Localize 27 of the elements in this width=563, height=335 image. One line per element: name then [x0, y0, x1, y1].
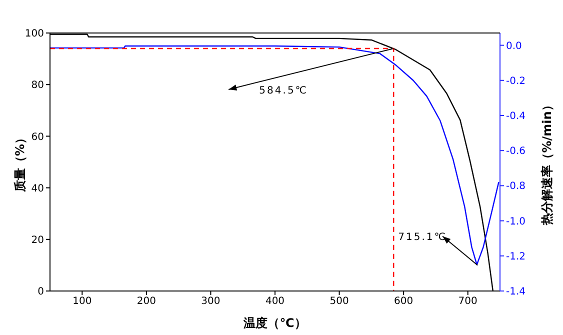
y-tick-label: 20 — [31, 234, 44, 246]
y-tick-label: 100 — [24, 28, 44, 40]
y2-tick-label: -0.8 — [506, 181, 526, 192]
x-tick-label: 700 — [458, 296, 478, 308]
y2-axis-title: 热分解速率（%/min） — [540, 99, 554, 226]
x-tick-label: 200 — [136, 296, 156, 308]
annotation: 715.1℃ — [398, 232, 447, 244]
y-tick-label: 0 — [38, 286, 44, 298]
y-tick-label: 80 — [31, 80, 44, 92]
x-tick-label: 600 — [394, 296, 414, 308]
y-axis-title: 质量（%） — [13, 132, 27, 194]
x-tick-label: 400 — [265, 296, 285, 308]
x-tick-label: 100 — [72, 296, 92, 308]
x-tick-label: 500 — [330, 296, 349, 308]
x-tick-label: 300 — [201, 296, 220, 308]
y2-tick-label: -0.6 — [506, 146, 526, 158]
y2-tick-label: -1.2 — [506, 251, 526, 262]
annotation: 584.5℃ — [259, 85, 308, 96]
x-axis-title: 温度（℃） — [242, 316, 306, 330]
y2-tick-label: -0.2 — [506, 76, 526, 87]
line-series — [50, 45, 500, 266]
y-tick-label: 60 — [31, 132, 44, 143]
y2-tick-label: -1.4 — [506, 286, 526, 298]
y2-tick-label: -0.4 — [506, 111, 526, 122]
y2-tick-label: -1.0 — [506, 216, 526, 228]
y2-tick-label: 0.0 — [506, 40, 522, 52]
y-tick-label: 40 — [31, 183, 44, 194]
